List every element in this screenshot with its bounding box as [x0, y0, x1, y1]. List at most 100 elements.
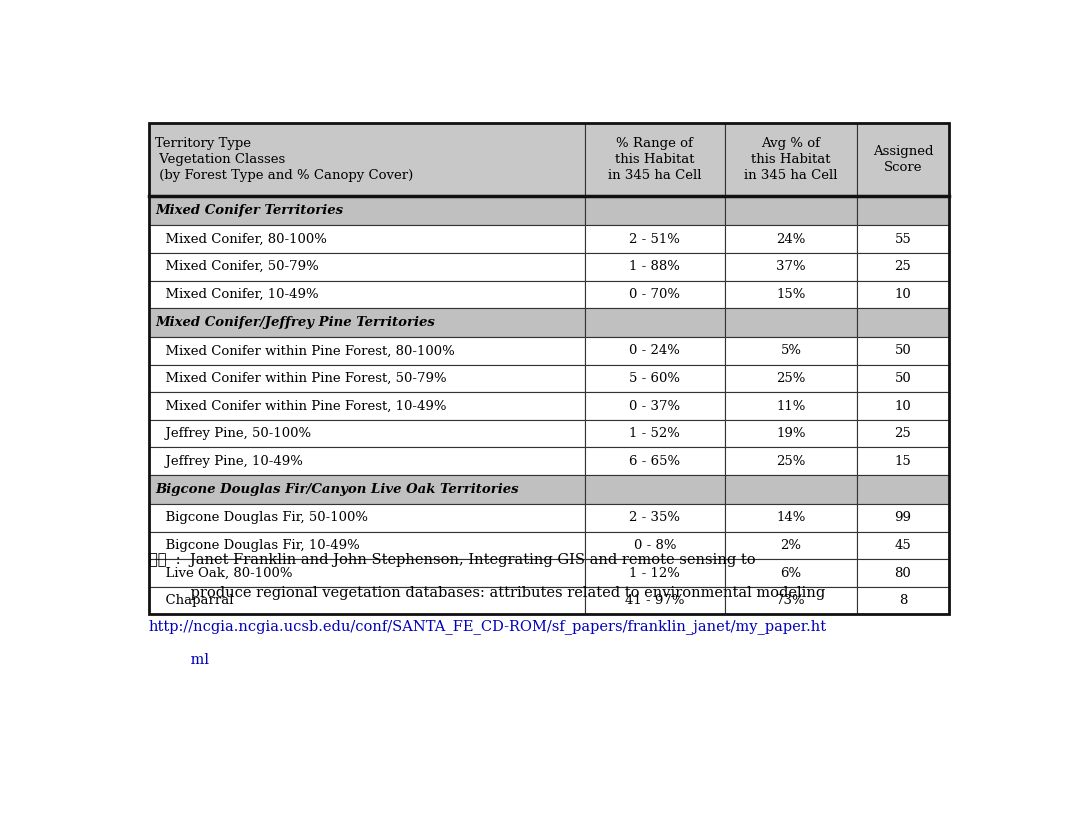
Text: 2 - 35%: 2 - 35%	[630, 511, 680, 525]
Bar	[149, 123, 949, 615]
Bar	[725, 253, 857, 280]
Bar	[149, 420, 585, 448]
Bar	[725, 308, 857, 337]
Bar	[857, 280, 949, 308]
Bar	[857, 448, 949, 475]
Text: Territory Type
 Vegetation Classes
 (by Forest Type and % Canopy Cover): Territory Type Vegetation Classes (by Fo…	[155, 137, 413, 182]
Text: 5%: 5%	[781, 344, 801, 357]
Bar	[725, 123, 857, 197]
Text: 2%: 2%	[781, 539, 801, 552]
Bar	[725, 337, 857, 364]
Text: 1 - 12%: 1 - 12%	[630, 566, 680, 580]
Bar	[725, 448, 857, 475]
Bar	[149, 448, 585, 475]
Text: ml: ml	[149, 653, 209, 667]
Bar	[585, 392, 725, 420]
Text: 41 - 97%: 41 - 97%	[625, 594, 684, 607]
Text: Bigcone Douglas Fir, 10-49%: Bigcone Douglas Fir, 10-49%	[157, 539, 360, 552]
Bar	[149, 197, 585, 225]
Bar	[857, 504, 949, 531]
Bar	[585, 420, 725, 448]
Bar	[857, 253, 949, 280]
Bar	[725, 392, 857, 420]
Bar	[857, 123, 949, 197]
Bar	[149, 253, 585, 280]
Bar	[149, 225, 585, 253]
Bar	[857, 225, 949, 253]
Bar	[857, 475, 949, 504]
Bar	[857, 392, 949, 420]
Text: Live Oak, 80-100%: Live Oak, 80-100%	[157, 566, 292, 580]
Bar	[725, 225, 857, 253]
Text: 25%: 25%	[776, 372, 805, 385]
Bar	[585, 587, 725, 615]
Text: 0 - 8%: 0 - 8%	[634, 539, 676, 552]
Text: 19%: 19%	[776, 427, 805, 440]
Text: Chaparral: Chaparral	[157, 594, 233, 607]
Bar	[585, 123, 725, 197]
Bar	[585, 364, 725, 392]
Bar	[857, 364, 949, 392]
Text: 14%: 14%	[776, 511, 805, 525]
Bar	[149, 364, 585, 392]
Bar	[585, 280, 725, 308]
Bar	[149, 337, 585, 364]
Bar	[725, 420, 857, 448]
Bar	[585, 475, 725, 504]
Text: 24%: 24%	[776, 233, 805, 245]
Text: Bigcone Douglas Fir, 50-100%: Bigcone Douglas Fir, 50-100%	[157, 511, 368, 525]
Text: Mixed Conifer, 80-100%: Mixed Conifer, 80-100%	[157, 233, 327, 245]
Bar	[585, 337, 725, 364]
Bar	[149, 587, 585, 615]
Bar	[857, 337, 949, 364]
Text: 5 - 60%: 5 - 60%	[630, 372, 680, 385]
Text: 25: 25	[894, 427, 911, 440]
Bar	[857, 420, 949, 448]
Bar	[725, 587, 857, 615]
Text: 6 - 65%: 6 - 65%	[630, 455, 680, 468]
Bar	[149, 531, 585, 560]
Text: 45: 45	[894, 539, 911, 552]
Bar	[585, 197, 725, 225]
Text: produce regional vegetation databases: attributes related to environmental model: produce regional vegetation databases: a…	[149, 586, 825, 600]
Text: 55: 55	[894, 233, 911, 245]
Text: 11%: 11%	[776, 399, 805, 413]
Bar	[585, 308, 725, 337]
Text: 0 - 24%: 0 - 24%	[630, 344, 680, 357]
Text: 80: 80	[894, 566, 911, 580]
Text: Mixed Conifer within Pine Forest, 50-79%: Mixed Conifer within Pine Forest, 50-79%	[157, 372, 447, 385]
Bar	[857, 587, 949, 615]
Text: 15: 15	[894, 455, 911, 468]
Text: 73%: 73%	[776, 594, 805, 607]
Bar	[585, 253, 725, 280]
Text: Jeffrey Pine, 50-100%: Jeffrey Pine, 50-100%	[157, 427, 312, 440]
Text: 8: 8	[899, 594, 907, 607]
Text: 25%: 25%	[776, 455, 805, 468]
Bar	[857, 531, 949, 560]
Bar	[585, 560, 725, 587]
Bar	[585, 504, 725, 531]
Text: 10: 10	[894, 399, 911, 413]
Bar	[725, 475, 857, 504]
Text: 15%: 15%	[776, 288, 805, 301]
Text: Bigcone Douglas Fir/Canyon Live Oak Territories: Bigcone Douglas Fir/Canyon Live Oak Terr…	[155, 483, 519, 496]
Bar	[149, 280, 585, 308]
Text: 1 - 52%: 1 - 52%	[630, 427, 680, 440]
Text: 1 - 88%: 1 - 88%	[630, 260, 680, 274]
Text: 2 - 51%: 2 - 51%	[630, 233, 680, 245]
Text: 50: 50	[894, 344, 911, 357]
Bar	[585, 448, 725, 475]
Text: Mixed Conifer within Pine Forest, 10-49%: Mixed Conifer within Pine Forest, 10-49%	[157, 399, 447, 413]
Bar	[149, 123, 585, 197]
Bar	[725, 504, 857, 531]
Bar	[725, 197, 857, 225]
Text: Mixed Conifer/Jeffrey Pine Territories: Mixed Conifer/Jeffrey Pine Territories	[155, 316, 435, 329]
Bar	[585, 531, 725, 560]
Text: 50: 50	[894, 372, 911, 385]
Bar	[725, 280, 857, 308]
Text: Jeffrey Pine, 10-49%: Jeffrey Pine, 10-49%	[157, 455, 303, 468]
Text: % Range of
this Habitat
in 345 ha Cell: % Range of this Habitat in 345 ha Cell	[608, 137, 702, 182]
Bar	[149, 560, 585, 587]
Text: Mixed Conifer Territories: Mixed Conifer Territories	[155, 204, 344, 218]
Text: Avg % of
this Habitat
in 345 ha Cell: Avg % of this Habitat in 345 ha Cell	[744, 137, 838, 182]
